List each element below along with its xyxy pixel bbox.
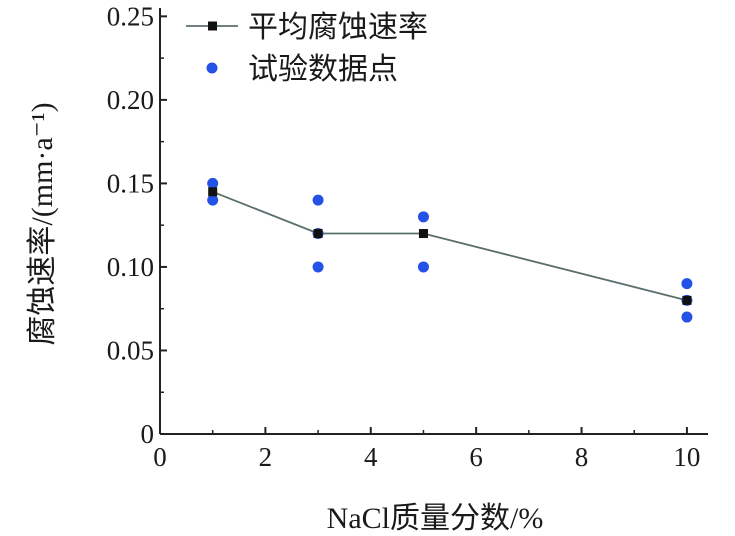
y-tick-label: 0 bbox=[141, 419, 155, 449]
series-lines bbox=[212, 190, 688, 302]
x-tick-label: 0 bbox=[153, 442, 167, 472]
x-axis-label: NaCl质量分数/% bbox=[327, 502, 544, 535]
x-tick-label: 6 bbox=[469, 442, 483, 472]
y-tick-label: 0.25 bbox=[107, 1, 154, 31]
experimental-point bbox=[681, 311, 693, 323]
x-ticks: 0 2 4 6 8 10 bbox=[153, 427, 700, 472]
y-tick-label: 0.05 bbox=[107, 335, 154, 365]
y-tick-label: 0.10 bbox=[107, 252, 154, 282]
legend-label-average: 平均腐蚀速率 bbox=[248, 11, 428, 44]
experimental-point bbox=[417, 211, 429, 223]
x-tick-label: 10 bbox=[673, 442, 700, 472]
legend-circle-swatch bbox=[206, 62, 218, 74]
legend-label-points: 试验数据点 bbox=[248, 53, 398, 86]
y-tick-label: 0.20 bbox=[107, 85, 154, 115]
data-points bbox=[207, 177, 693, 323]
average-rate-marker bbox=[313, 229, 323, 239]
experimental-point bbox=[207, 194, 219, 206]
average-rate-marker bbox=[418, 229, 428, 239]
x-tick-label: 2 bbox=[259, 442, 273, 472]
experimental-point bbox=[207, 177, 219, 189]
legend-square-swatch bbox=[208, 21, 217, 31]
experimental-point bbox=[312, 194, 324, 206]
y-axis-label: 腐蚀速率/(mm·a⁻¹) bbox=[26, 102, 59, 345]
y-tick-label: 0.15 bbox=[107, 168, 154, 198]
average-rate-marker bbox=[682, 295, 692, 305]
x-tick-label: 8 bbox=[575, 442, 589, 472]
y-ticks: 0 0.05 0.10 0.15 0.20 0.25 bbox=[107, 1, 167, 449]
average-rate-line bbox=[212, 190, 688, 302]
experimental-point bbox=[681, 278, 693, 290]
experimental-point bbox=[312, 261, 324, 273]
x-tick-label: 4 bbox=[364, 442, 378, 472]
experimental-point bbox=[417, 261, 429, 273]
axes bbox=[159, 8, 708, 435]
average-rate-marker bbox=[208, 187, 218, 197]
